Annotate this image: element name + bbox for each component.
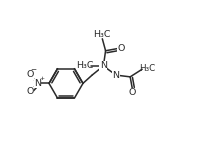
Text: O: O [117, 44, 125, 53]
Text: H₃C: H₃C [94, 30, 111, 39]
Text: O: O [26, 87, 34, 96]
Text: O: O [129, 88, 136, 97]
Text: H₃C: H₃C [77, 61, 94, 70]
Text: N: N [113, 71, 120, 80]
Text: −: − [31, 67, 37, 73]
Text: +: + [39, 76, 44, 81]
Text: N: N [100, 61, 107, 70]
Text: N: N [34, 79, 41, 88]
Text: H₃C: H₃C [139, 64, 155, 73]
Text: O: O [26, 70, 34, 79]
